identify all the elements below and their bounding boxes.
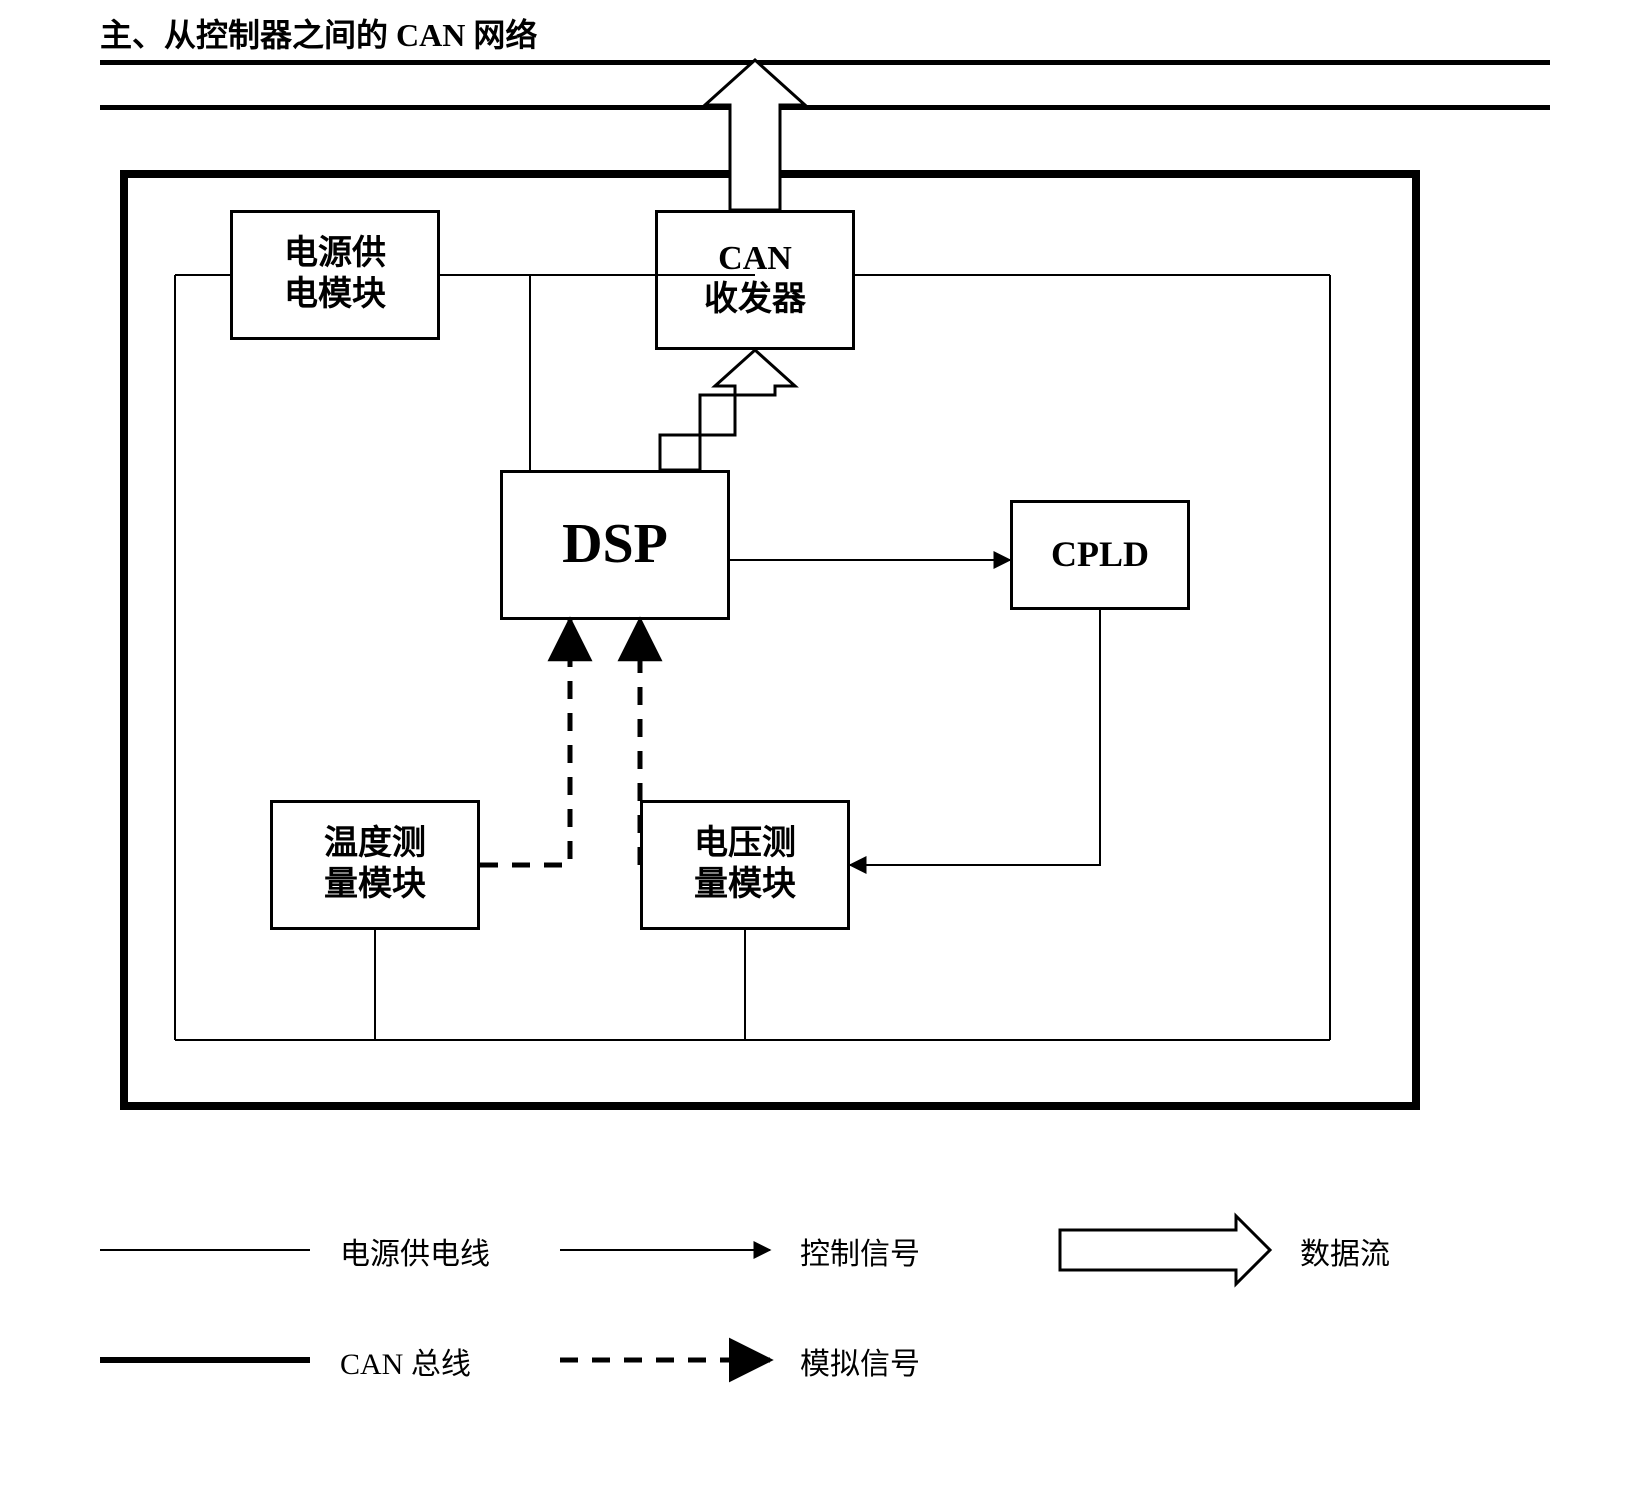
- can-bus-line-1: [100, 60, 1550, 65]
- can-bus-line-2: [100, 105, 1550, 110]
- legend-label-block-arrow: 数据流: [1300, 1229, 1390, 1273]
- legend-label-arrow-thin: 控制信号: [800, 1229, 920, 1273]
- node-temp-label: 温度测 量模块: [324, 824, 426, 906]
- node-temp-measure: 温度测 量模块: [270, 800, 480, 930]
- node-volt-measure: 电压测 量模块: [640, 800, 850, 930]
- node-can-transceiver: CAN 收发器: [655, 210, 855, 350]
- legend-label-line-thick: CAN 总线: [340, 1339, 471, 1383]
- legend-label-arrow-dash: 模拟信号: [800, 1339, 920, 1383]
- node-cpld: CPLD: [1010, 500, 1190, 610]
- node-power-supply: 电源供 电模块: [230, 210, 440, 340]
- node-volt-label: 电压测 量模块: [694, 824, 796, 906]
- node-can-label: CAN 收发器: [704, 239, 806, 321]
- legend-label-line-thin: 电源供电线: [340, 1229, 490, 1273]
- node-dsp-label: DSP: [562, 511, 668, 578]
- node-power-label: 电源供 电模块: [284, 234, 386, 316]
- node-cpld-label: CPLD: [1051, 533, 1149, 576]
- node-dsp: DSP: [500, 470, 730, 620]
- diagram-title: 主、从控制器之间的 CAN 网络: [100, 10, 537, 56]
